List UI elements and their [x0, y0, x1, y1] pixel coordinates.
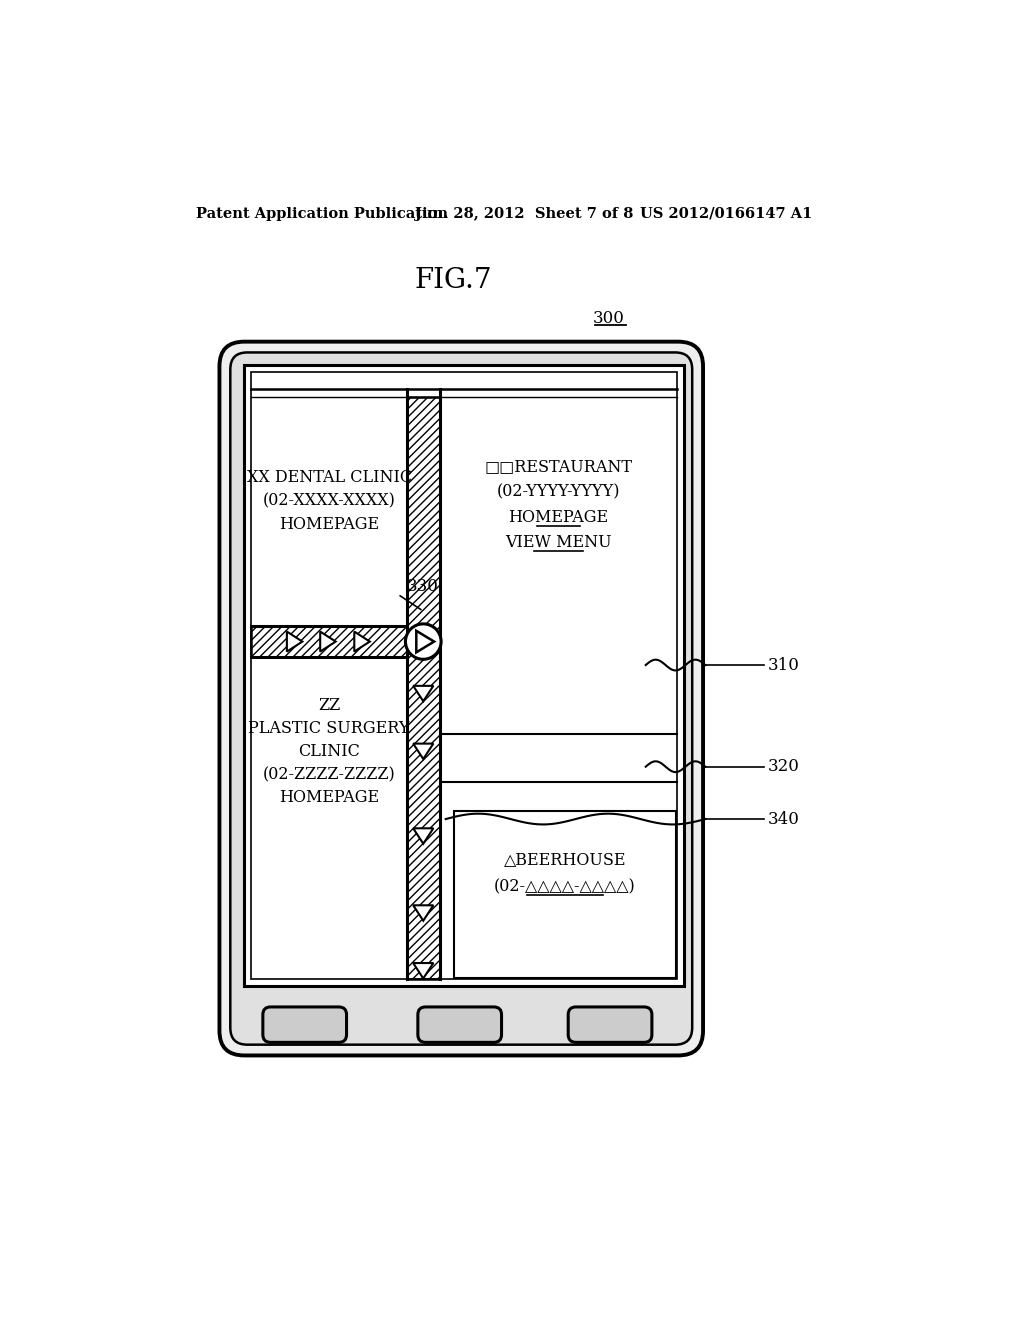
FancyBboxPatch shape	[568, 1007, 652, 1043]
Bar	[245, 364, 684, 986]
Polygon shape	[321, 631, 336, 652]
Text: HOMEPAGE: HOMEPAGE	[509, 508, 608, 525]
Text: PLASTIC SURGERY: PLASTIC SURGERY	[249, 719, 410, 737]
Text: CLINIC: CLINIC	[298, 743, 360, 760]
Text: (02-YYYY-YYYY): (02-YYYY-YYYY)	[497, 483, 621, 500]
Text: FIG.7: FIG.7	[415, 267, 493, 293]
FancyBboxPatch shape	[263, 1007, 346, 1043]
Text: 300: 300	[593, 310, 625, 327]
Polygon shape	[414, 964, 433, 978]
Polygon shape	[414, 829, 433, 843]
FancyBboxPatch shape	[418, 1007, 502, 1043]
Text: (02-XXXX-XXXX): (02-XXXX-XXXX)	[263, 492, 395, 510]
Text: US 2012/0166147 A1: US 2012/0166147 A1	[640, 207, 812, 220]
Text: Jun. 28, 2012  Sheet 7 of 8: Jun. 28, 2012 Sheet 7 of 8	[415, 207, 633, 220]
Text: (02-△△△△-△△△△): (02-△△△△-△△△△)	[494, 878, 636, 895]
Bar	[251, 626, 407, 657]
Polygon shape	[414, 686, 433, 701]
FancyBboxPatch shape	[219, 342, 703, 1056]
Text: 310: 310	[767, 656, 800, 673]
Text: □□RESTAURANT: □□RESTAURANT	[484, 458, 633, 475]
Bar	[454, 812, 676, 978]
Text: Patent Application Publication: Patent Application Publication	[197, 207, 449, 220]
Text: (02-ZZZZ-ZZZZ): (02-ZZZZ-ZZZZ)	[263, 766, 395, 783]
Bar	[407, 397, 439, 979]
Text: 330: 330	[407, 578, 439, 595]
Circle shape	[406, 624, 441, 659]
Bar	[407, 397, 439, 979]
Text: △BEERHOUSE: △BEERHOUSE	[504, 850, 626, 867]
Polygon shape	[354, 631, 370, 652]
FancyBboxPatch shape	[230, 352, 692, 1044]
Polygon shape	[414, 743, 433, 759]
Bar	[251, 626, 407, 657]
Text: ZZ: ZZ	[318, 697, 340, 714]
Bar	[251, 372, 678, 979]
Text: 340: 340	[767, 810, 800, 828]
Text: VIEW MENU: VIEW MENU	[505, 535, 611, 552]
Text: HOMEPAGE: HOMEPAGE	[280, 789, 379, 807]
Text: XX DENTAL CLINIC: XX DENTAL CLINIC	[247, 470, 412, 487]
Text: HOMEPAGE: HOMEPAGE	[280, 516, 379, 533]
Polygon shape	[287, 631, 302, 652]
Text: 320: 320	[767, 758, 800, 775]
Polygon shape	[414, 906, 433, 921]
